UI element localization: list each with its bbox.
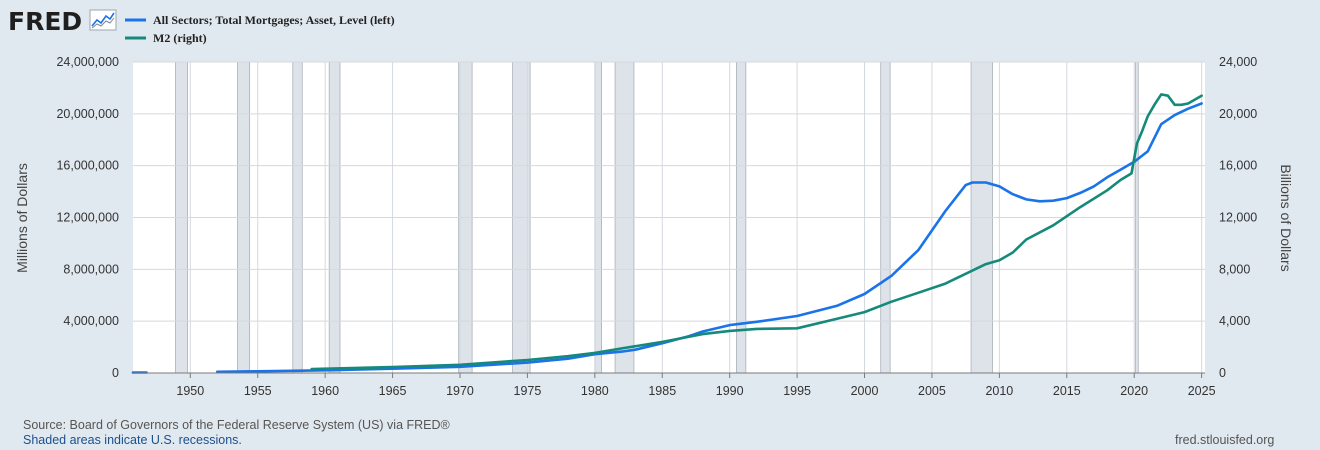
series-line-2 [310,93,1203,371]
site-link[interactable]: fred.stlouisfed.org [1175,433,1275,447]
y-axis-right-title: Billions of Dollars [1278,164,1294,271]
grid-lines [133,61,1205,373]
y-tick-left-label: 20,000,000 [56,107,119,121]
x-tick-label: 1985 [648,384,676,398]
y-tick-right-label: 16,000 [1219,159,1257,173]
x-tick-label: 2025 [1188,384,1216,398]
y-tick-left-label: 8,000,000 [63,262,119,276]
y-tick-right-label: 8,000 [1219,262,1250,276]
y-axis-left-title: Millions of Dollars [14,163,30,273]
x-tick-label: 2010 [985,384,1013,398]
x-tick-label: 1980 [581,384,609,398]
trend-line-icon [89,9,117,31]
y-tick-right-label: 20,000 [1219,107,1257,121]
series-line-1 [216,102,1203,374]
recession-note[interactable]: Shaded areas indicate U.S. recessions. [23,433,242,447]
legend-item-series-2[interactable]: M2 (right) [125,31,207,45]
fred-logo[interactable]: FRED [8,7,117,36]
y-tick-right-label: 0 [1219,366,1226,380]
y-axis-right-ticks: 0 4,000 8,000 12,000 16,000 20,000 24,000 [1219,55,1257,380]
x-tick-label: 1975 [514,384,542,398]
legend-label: M2 (right) [153,31,207,45]
y-tick-left-label: 0 [112,366,119,380]
x-tick-label: 1955 [244,384,272,398]
y-axis-left-ticks: 0 4,000,000 8,000,000 12,000,000 16,000,000 2… [56,55,119,380]
x-tick-label: 1960 [311,384,339,398]
y-tick-left-label: 4,000,000 [63,314,119,328]
x-tick-label: 1990 [716,384,744,398]
x-tick-label: 2015 [1053,384,1081,398]
y-tick-right-label: 12,000 [1219,211,1257,225]
x-tick-label: 2005 [918,384,946,398]
x-tick-label: 1995 [783,384,811,398]
y-tick-right-label: 24,000 [1219,55,1257,69]
legend-item-series-1[interactable]: All Sectors; Total Mortgages; Asset, Lev… [125,13,395,27]
x-tick-label: 1970 [446,384,474,398]
y-tick-left-label: 24,000,000 [56,55,119,69]
chart-legend: All Sectors; Total Mortgages; Asset, Lev… [125,13,395,45]
legend-label: All Sectors; Total Mortgages; Asset, Lev… [153,13,395,27]
source-note: Source: Board of Governors of the Federa… [23,418,450,432]
fred-logo-text: FRED [8,7,82,36]
x-tick-label: 1965 [379,384,407,398]
x-tick-label: 1950 [176,384,204,398]
x-tick-label: 2000 [851,384,879,398]
y-tick-left-label: 12,000,000 [56,211,119,225]
x-axis-ticks: 1950 1955 1960 1965 1970 1975 1980 1985 1990 1995… [176,373,1216,398]
y-tick-right-label: 4,000 [1219,314,1250,328]
x-tick-label: 2020 [1120,384,1148,398]
y-tick-left-label: 16,000,000 [56,159,119,173]
